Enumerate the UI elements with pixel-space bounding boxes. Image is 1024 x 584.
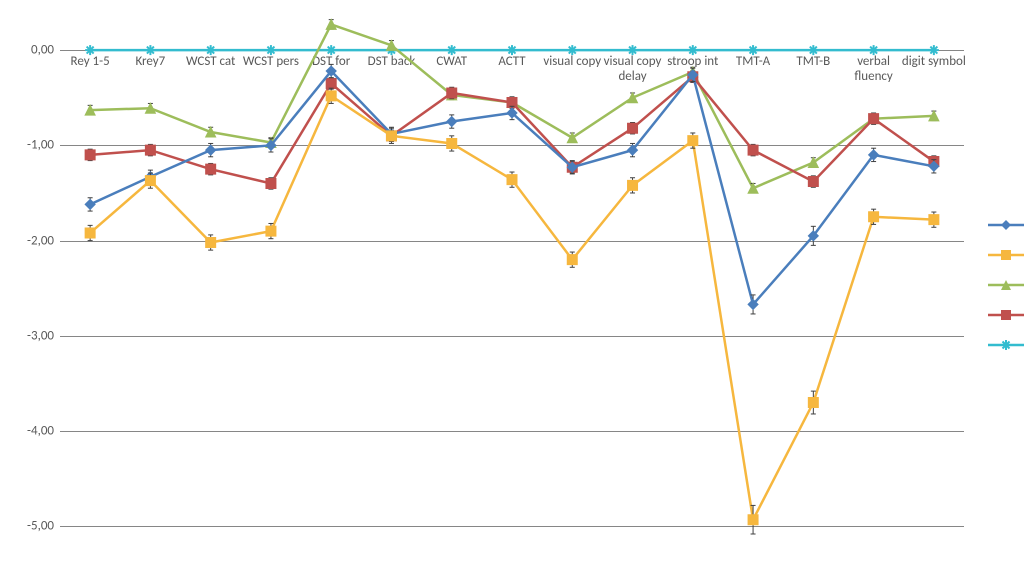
marker [85,150,95,160]
marker [748,515,758,525]
legend-item [988,248,1024,262]
marker [266,226,276,236]
marker [85,228,95,238]
series-line [90,77,934,184]
marker [326,91,336,101]
marker-asterisk [748,45,758,55]
y-tick-label: -1,00 [27,138,54,153]
marker [748,183,758,193]
legend-marker [988,308,1024,322]
marker [929,215,939,225]
marker-asterisk [929,45,939,55]
marker [386,131,396,141]
marker [507,175,517,185]
marker-asterisk [808,45,818,55]
y-tick-label: -2,00 [27,233,54,248]
marker [869,212,879,222]
marker-asterisk [628,45,638,55]
marker [206,238,216,248]
marker [145,145,155,155]
marker-asterisk [326,45,336,55]
marker-asterisk [206,45,216,55]
marker-asterisk [447,45,457,55]
legend-item [988,338,1024,352]
marker [447,138,457,148]
series-layer [60,12,964,574]
legend-marker [988,248,1024,262]
marker-asterisk [145,45,155,55]
y-tick-label: -3,00 [27,328,54,343]
marker-asterisk [688,45,698,55]
line-chart: 0,00-1,00-2,00-3,00-4,00-5,00Rey 1-5Krey… [0,0,1024,584]
plot-area: 0,00-1,00-2,00-3,00-4,00-5,00Rey 1-5Krey… [60,12,964,574]
legend-item [988,308,1024,322]
legend [988,218,1024,368]
marker [447,88,457,98]
y-tick-label: -4,00 [27,424,54,439]
legend-marker [988,278,1024,292]
y-tick-label: -5,00 [27,519,54,534]
marker-asterisk [85,45,95,55]
marker [628,180,638,190]
legend-item [988,278,1024,292]
marker [688,136,698,146]
marker [628,123,638,133]
marker [266,178,276,188]
legend-marker [988,338,1024,352]
marker-asterisk [869,45,879,55]
marker [869,114,879,124]
marker [628,93,638,103]
marker [567,255,577,265]
marker-asterisk [567,45,577,55]
marker [206,164,216,174]
marker [206,145,216,155]
marker [748,145,758,155]
series-line [90,96,934,520]
marker [145,176,155,186]
marker [326,78,336,88]
marker-asterisk [266,45,276,55]
y-tick-label: 0,00 [31,43,54,58]
marker [808,398,818,408]
marker [447,117,457,127]
legend-marker [988,218,1024,232]
marker-asterisk [507,45,517,55]
marker [85,199,95,209]
marker [808,177,818,187]
legend-item [988,218,1024,232]
